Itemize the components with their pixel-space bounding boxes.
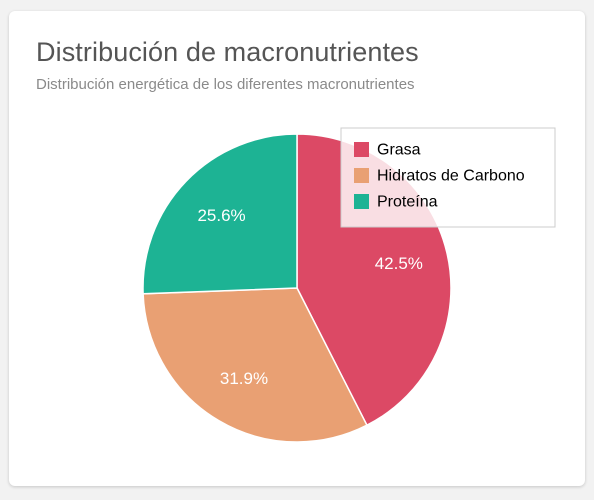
pie-slice-hidratos-de-carbono[interactable]	[142, 287, 368, 443]
legend-swatch	[354, 168, 369, 183]
pie-slice-labels: 42.5% 31.9% 25.6%	[197, 206, 422, 388]
pie-slice-value-label: 25.6%	[197, 206, 245, 225]
legend-swatch	[354, 142, 369, 157]
pie-slice-value-label: 42.5%	[375, 254, 423, 273]
card-title: Distribución de macronutrientes	[36, 37, 419, 67]
legend-label[interactable]: Hidratos de Carbono	[377, 168, 525, 185]
card-subtitle: Distribución energética de los diferente…	[36, 76, 415, 93]
legend-swatch	[354, 194, 369, 209]
legend-label[interactable]: Proteína	[377, 194, 438, 211]
chart-legend: Grasa Hidratos de Carbono Proteína	[340, 127, 556, 228]
pie-slice-value-label: 31.9%	[220, 369, 268, 388]
legend-label[interactable]: Grasa	[377, 142, 421, 159]
pie-slice-proteína[interactable]	[142, 133, 298, 295]
legend-box	[340, 127, 556, 228]
